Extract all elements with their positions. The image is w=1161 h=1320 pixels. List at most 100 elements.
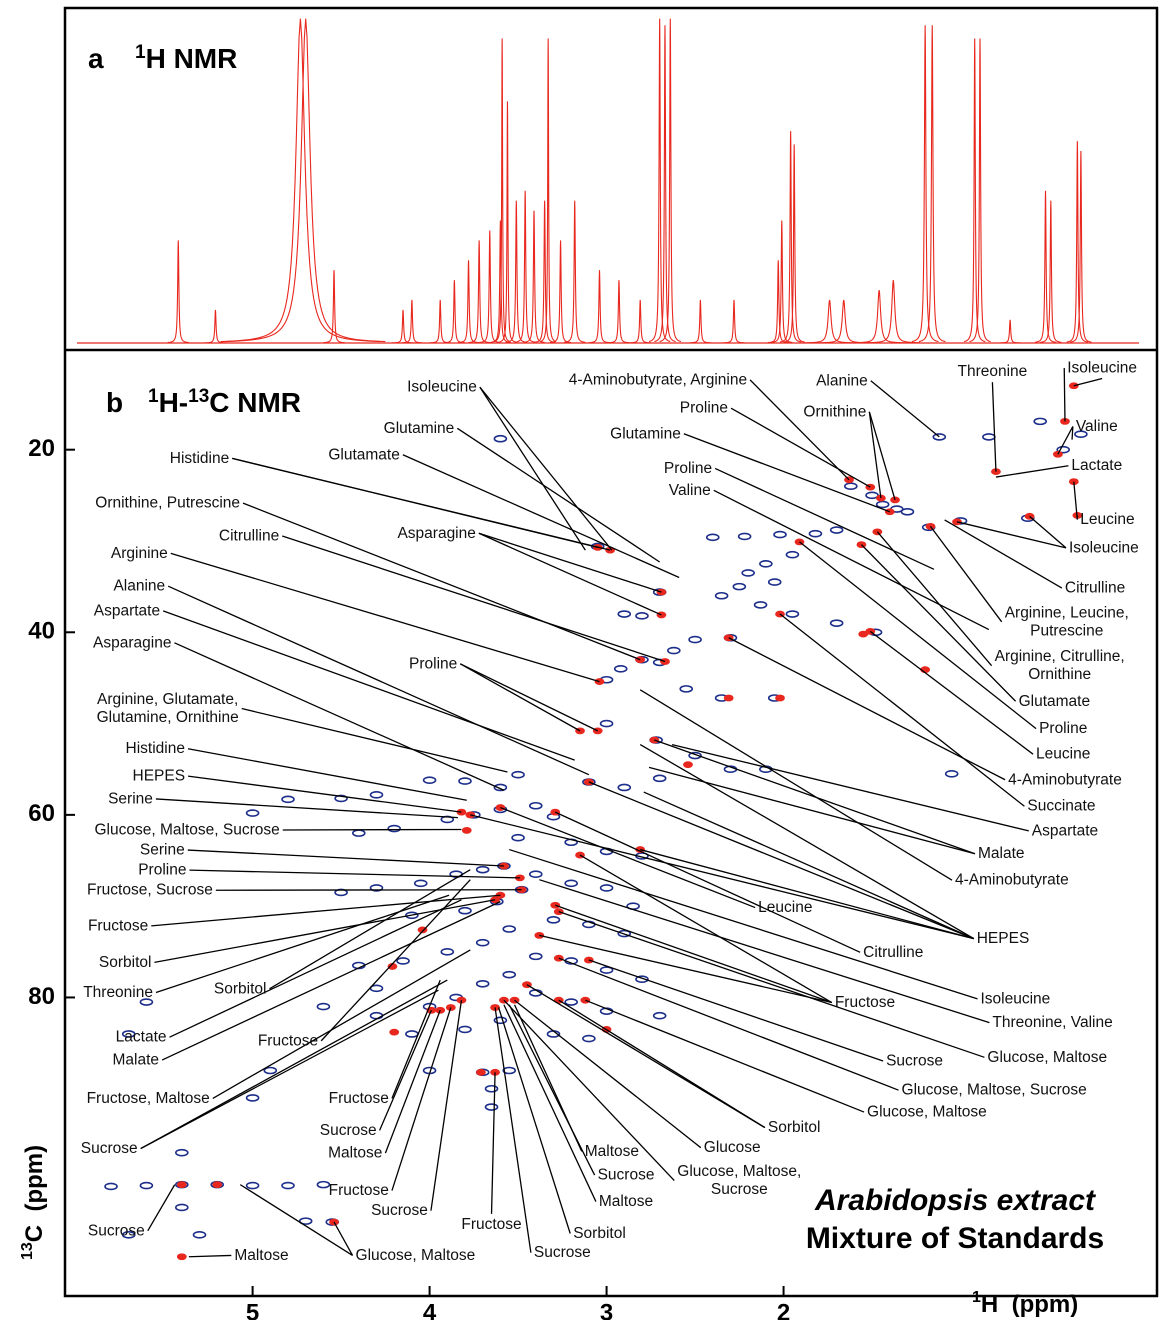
leader-line [140,979,448,1150]
annotation-line: Sucrose [81,1140,138,1157]
annotation-line: Arginine, Glutamate, [97,691,238,708]
annotation-line: Threonine [958,363,1028,380]
annotation-line: Maltose [599,1193,653,1210]
cross-peak [121,1030,136,1038]
cross-peak [617,783,632,792]
cross-peak [396,957,410,965]
annotation-label: Ornithine [803,403,866,420]
annotation-label: Sorbitol [99,954,152,971]
leader-line [730,407,871,488]
spectrum-peak [564,200,586,343]
x-tick-label: 5 [246,1299,259,1320]
annotation-line: Leucine [758,899,812,916]
cross-peak [484,1103,499,1111]
cross-peak [900,507,915,516]
leader-line [497,1007,571,1234]
cross-peak [635,975,649,984]
leader-line [779,613,1025,807]
cross-peak [389,1028,400,1036]
cross-peak [263,1066,278,1075]
cross-peak [281,1181,295,1190]
cross-peak [475,979,490,988]
leader-line [391,1007,452,1191]
annotation-line: Ornithine, Putrescine [95,495,240,512]
annotation-line: Maltose [585,1143,639,1160]
annotation-line: Glutamine, Ornithine [97,709,239,726]
annotation-label: Fructose [329,1090,389,1107]
annotation-line: Fructose, Sucrose [87,882,213,899]
annotation-line: Glucose, Maltose, [677,1163,801,1180]
leader-line [860,544,1017,702]
spectrum-peak [866,280,920,344]
leader-line [187,775,462,813]
annotation-label: Glucose, Maltose [987,1049,1107,1066]
annotation-label: Histidine [126,740,185,757]
y-tick-label: 40 [28,618,55,645]
leader-line [713,489,990,631]
leader-line [728,637,1006,781]
spectrum-peak [918,25,946,343]
spectrum-peak [457,260,480,344]
leader-line [147,1184,176,1232]
y-tick-label: 60 [28,800,55,827]
cross-peak [316,1002,331,1011]
leader-line [555,904,833,1004]
cross-peak [192,1231,207,1239]
annotation-label: Leucine [1080,511,1134,528]
annotation-label: Threonine, Valine [992,1014,1112,1031]
annotation-label: Serine [140,842,185,859]
annotation-line: Sucrose [534,1244,591,1261]
annotation-line: Arginine, Leucine, [1005,604,1129,621]
annotation-line: 4-Aminobutyrate [1008,771,1122,788]
annotation-label: Lactate [1071,457,1122,474]
leader-line [384,1010,441,1154]
cross-peak [635,612,649,620]
annotation-line: Threonine [83,984,153,1001]
annotation-line: Citrulline [219,528,279,545]
annotation-label: Fructose [461,1216,521,1233]
annotation-label: Maltose [328,1145,382,1162]
annotation-label: Sucrose [81,1140,138,1157]
cross-peak [212,1181,223,1189]
annotation-line: Fructose, Maltose [87,1090,210,1107]
cross-peak [613,664,628,673]
leader-line [944,519,1063,589]
annotation-line: Glutamate [1019,693,1091,710]
cross-peak [484,1084,499,1093]
cross-peak [334,794,348,803]
cross-peak [458,906,472,915]
annotation-label: Glutamate [1019,693,1091,710]
leader-line [239,1184,353,1256]
cross-peak [405,911,419,920]
title-sup: 1 [148,386,159,407]
annotation-line: Proline [1039,720,1087,737]
leader-line [282,535,666,663]
spectrum-peak [1066,141,1089,343]
annotation-line: 4-Aminobutyrate [955,872,1069,889]
cross-peak [475,938,490,947]
annotation-line: Glucose, Maltose, Sucrose [902,1082,1087,1099]
cross-peak [369,790,384,799]
spectrum-peak [401,299,423,344]
panel-label: a [88,43,104,74]
annotation-line: Histidine [126,740,185,757]
annotation-line: Ornithine [1028,666,1091,683]
y-label-text: C (ppm) [21,1145,48,1242]
panel-label: b [106,387,123,418]
cross-peak [387,824,401,833]
leader-line [490,1072,496,1214]
panel-title: 1H NMR [135,42,237,74]
cross-peak [511,770,525,779]
spectrum-peak [499,101,516,343]
leader-line [174,642,505,791]
annotation-label: Citrulline [863,944,923,961]
cross-peak [753,601,768,609]
annotation-label: Isoleucine [1069,539,1139,556]
annotation-label: Fructose, Maltose [87,1090,210,1107]
annotation-line: Serine [108,790,153,807]
cross-peak [785,550,800,559]
annotation-line: Sorbitol [768,1119,821,1136]
annotation-label: 4-Aminobutyrate [1008,771,1122,788]
annotation-label: Glucose, Maltose, Sucrose [677,1163,801,1198]
annotation-line: Maltose [234,1247,288,1264]
